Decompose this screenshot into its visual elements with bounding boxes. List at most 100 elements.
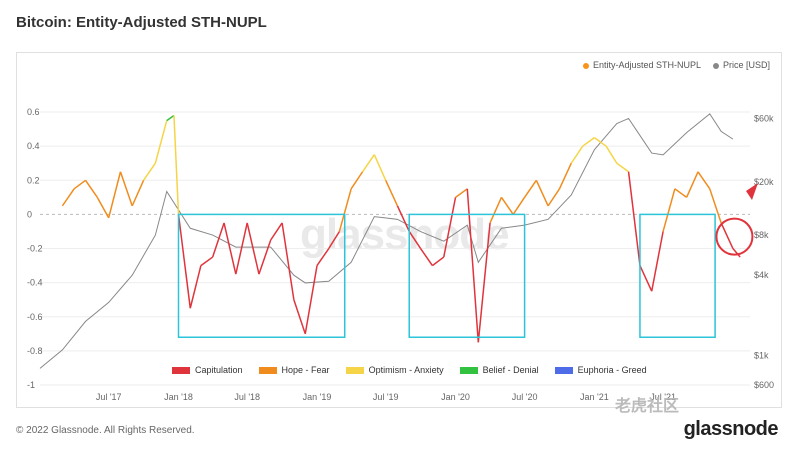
zone-hope-fear[interactable]: Hope - Fear (258, 365, 330, 375)
nupl-segment (246, 222, 260, 275)
nupl-segment (96, 196, 110, 219)
annotation-arrow (746, 183, 758, 200)
nupl-segment (547, 188, 561, 207)
y-right-tick-label: $20k (754, 177, 774, 187)
y-tick-label: 0.4 (27, 141, 40, 151)
highlight-box (408, 213, 526, 338)
watermark-corner: 老虎社区 (615, 398, 680, 415)
zone-capitulation-label: Capitulation (195, 365, 243, 375)
nupl-segment (61, 188, 75, 207)
zone-capitulation[interactable]: Capitulation (172, 365, 243, 375)
nupl-segment (361, 154, 375, 173)
y-tick-label: -0.2 (27, 244, 43, 254)
nupl-segment (419, 248, 433, 267)
y-right-tick-label: $600 (754, 380, 774, 390)
nupl-segment (605, 145, 618, 164)
y-right-tick-label: $4k (754, 270, 769, 280)
y-tick-label: 0.2 (27, 175, 40, 185)
nupl-segment (119, 171, 133, 207)
legend-nupl[interactable]: Entity-Adjusted STH-NUPL (582, 60, 701, 70)
nupl-segment (84, 179, 98, 198)
highlight-box (639, 213, 716, 338)
nupl-segment (535, 179, 549, 207)
nupl-segment (650, 231, 664, 292)
nupl-segment (173, 115, 180, 215)
nupl-segment (131, 179, 145, 207)
x-tick-label: Jan '19 (303, 392, 332, 402)
y-tick-label: 0.6 (27, 107, 40, 117)
x-tick-label: Jan '20 (441, 392, 470, 402)
zone-belief-denial[interactable]: Belief - Denial (459, 365, 539, 375)
y-tick-label: -0.6 (27, 312, 43, 322)
nupl-segment (709, 188, 722, 224)
nupl-segment (477, 222, 491, 343)
nupl-segment (523, 179, 537, 198)
nupl-segment (697, 171, 711, 190)
nupl-segment (431, 256, 445, 267)
y-tick-label: -1 (27, 380, 35, 390)
nupl-segment (489, 197, 503, 224)
nupl-segment (385, 179, 399, 207)
nupl-segment (189, 265, 202, 309)
legend-price-label: Price [USD] (722, 60, 770, 70)
nupl-segment (639, 265, 653, 292)
zone-belief-denial-label: Belief - Denial (482, 365, 539, 375)
nupl-segment (685, 171, 699, 198)
y-tick-label: 0 (27, 209, 32, 219)
nupl-segment (396, 205, 410, 232)
nupl-segment (166, 114, 175, 122)
nupl-segment (107, 171, 122, 219)
y-tick-label: -0.8 (27, 346, 43, 356)
nupl-segment (627, 171, 641, 266)
y-right-tick-label: $1k (754, 350, 769, 360)
nupl-segment (73, 179, 86, 190)
x-tick-label: Jul '18 (234, 392, 260, 402)
nupl-segment (350, 171, 364, 190)
nupl-segment (455, 188, 468, 198)
nupl-segment (616, 162, 630, 173)
y-right-tick-label: $8k (754, 230, 769, 240)
zone-optimism-anxiety-label: Optimism - Anxiety (368, 365, 444, 375)
nupl-segment (443, 197, 457, 258)
nupl-segment (558, 162, 572, 190)
nupl-segment (142, 162, 156, 181)
x-tick-label: Jul '21 (650, 392, 676, 402)
nupl-segment (662, 188, 676, 232)
nupl-segment (211, 222, 225, 258)
nupl-segment (720, 222, 734, 249)
nupl-segment (328, 231, 341, 249)
x-tick-label: Jan '18 (164, 392, 193, 402)
nupl-segment (338, 188, 352, 232)
chart-title: Bitcoin: Entity-Adjusted STH-NUPL (16, 14, 267, 31)
nupl-segment (200, 256, 214, 267)
nupl-segment (293, 299, 306, 335)
nupl-segment (674, 188, 688, 198)
nupl-segment (316, 248, 330, 267)
x-tick-label: Jan '21 (580, 392, 609, 402)
nupl-segment (570, 145, 584, 164)
zone-euphoria-greed[interactable]: Euphoria - Greed (554, 365, 647, 375)
brand-logo: glassnode (683, 418, 779, 440)
nupl-segment (373, 154, 387, 181)
nupl-segment (223, 222, 237, 275)
x-tick-label: Jul '20 (512, 392, 538, 402)
zone-hope-fear-label: Hope - Fear (281, 365, 330, 375)
annotation-circle (715, 217, 754, 256)
nupl-segment (500, 196, 514, 215)
nupl-segment (258, 239, 272, 275)
nupl-segment (593, 137, 607, 147)
nupl-segment (732, 248, 741, 258)
x-tick-label: Jul '17 (96, 392, 122, 402)
nupl-segment (304, 265, 318, 334)
price-line (39, 113, 734, 369)
legend-price[interactable]: Price [USD] (712, 60, 770, 70)
nupl-segment (154, 120, 168, 164)
zone-euphoria-greed-label: Euphoria - Greed (577, 365, 647, 375)
legend-nupl-label: Entity-Adjusted STH-NUPL (592, 60, 701, 70)
zone-optimism-anxiety[interactable]: Optimism - Anxiety (345, 365, 444, 375)
nupl-segment (235, 222, 248, 275)
y-tick-label: -0.4 (27, 278, 43, 288)
nupl-segment (281, 222, 295, 300)
x-tick-label: Jul '19 (373, 392, 399, 402)
